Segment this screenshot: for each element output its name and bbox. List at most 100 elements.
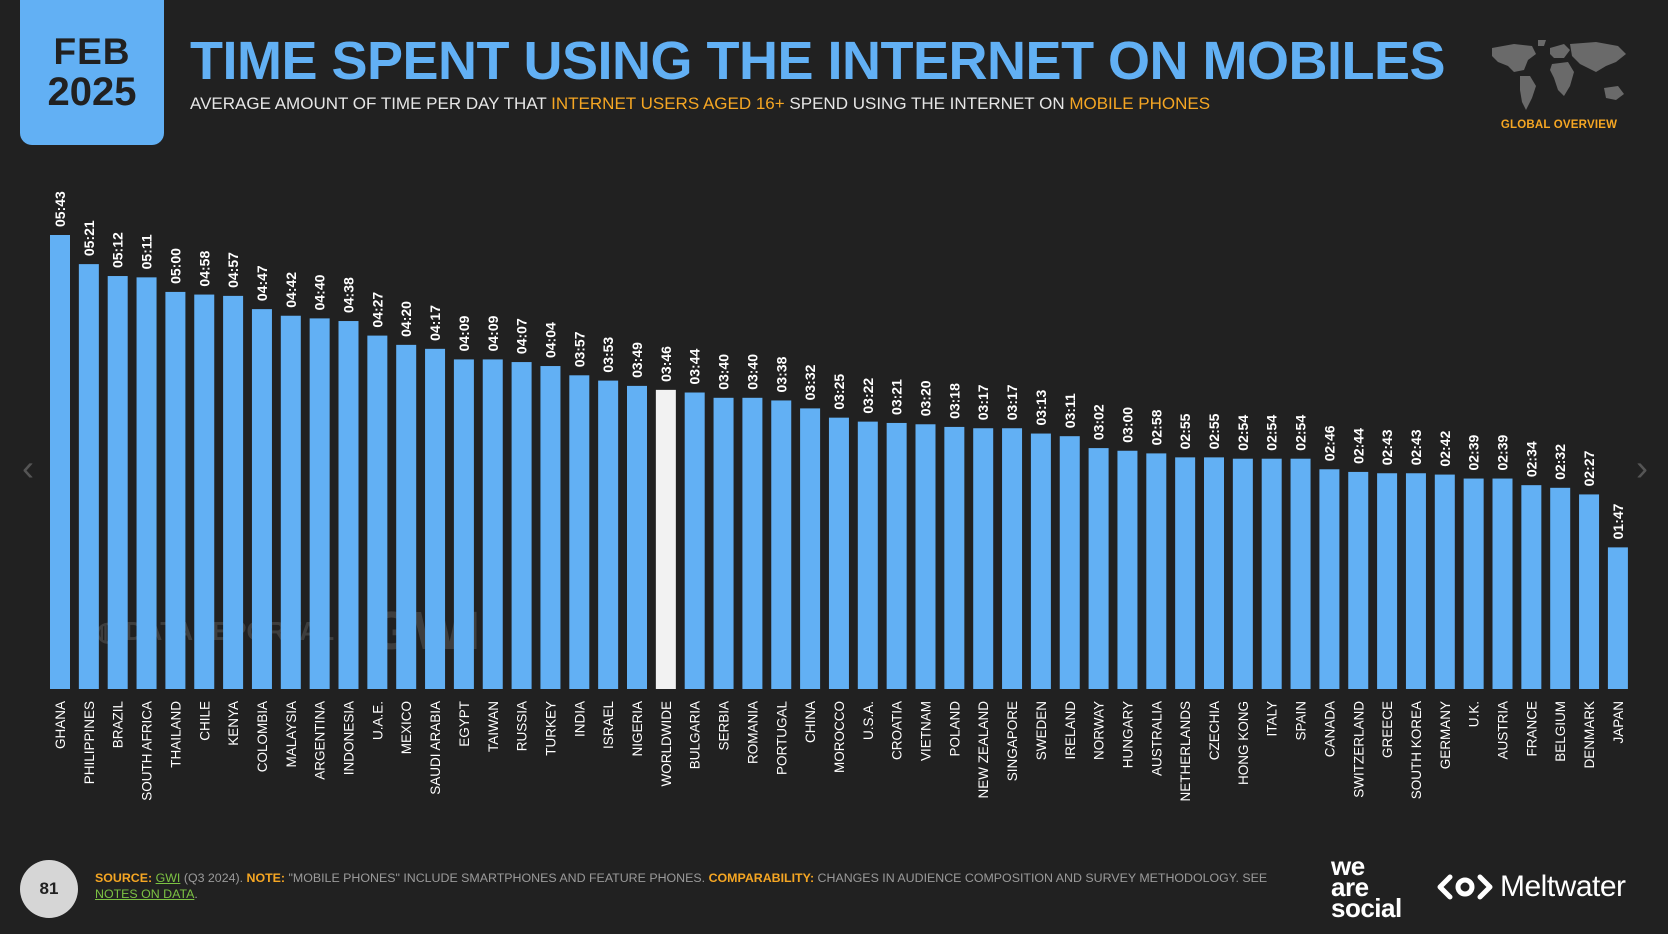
- bar-hungary: [1117, 450, 1138, 689]
- category-label: GREECE: [1380, 701, 1395, 758]
- value-label: 02:54: [1235, 415, 1251, 451]
- value-label: 03:02: [1091, 404, 1107, 440]
- bar-spain: [1290, 458, 1311, 689]
- bar-germany: [1434, 474, 1455, 689]
- value-label: 02:34: [1523, 441, 1539, 477]
- value-label: 02:55: [1206, 413, 1222, 449]
- category-label: EGYPT: [457, 701, 472, 747]
- logo-word-we: we: [1331, 851, 1365, 881]
- category-label: SPAIN: [1294, 701, 1309, 741]
- next-slide-arrow-icon[interactable]: ›: [1636, 447, 1648, 488]
- bar-u-k-: [1463, 478, 1484, 689]
- bar-vietnam: [915, 424, 936, 689]
- meltwater-mark-icon: [1437, 874, 1493, 900]
- bar-south-korea: [1405, 473, 1426, 689]
- value-label: 02:54: [1293, 415, 1309, 451]
- category-label: WORLDWIDE: [659, 701, 674, 787]
- value-label: 02:43: [1379, 429, 1395, 465]
- bar-russia: [511, 362, 532, 689]
- value-label: 05:00: [167, 248, 183, 284]
- bar-south-africa: [136, 277, 157, 689]
- category-label: U.K.: [1467, 701, 1482, 727]
- value-label: 05:12: [110, 232, 126, 268]
- category-label: ROMANIA: [745, 701, 760, 764]
- value-label: 03:53: [600, 337, 616, 373]
- category-label: GHANA: [53, 701, 68, 749]
- bar-singapore: [1002, 428, 1023, 689]
- bar-malaysia: [280, 315, 301, 689]
- value-label: 03:44: [687, 348, 703, 384]
- bar-denmark: [1579, 494, 1600, 689]
- value-label: 04:40: [312, 274, 328, 310]
- category-label: CZECHIA: [1207, 701, 1222, 760]
- bar-belgium: [1550, 487, 1571, 689]
- category-label: VIETNAM: [919, 701, 934, 761]
- value-label: 04:07: [514, 318, 530, 354]
- value-label: 02:54: [1264, 415, 1280, 451]
- category-label: SOUTH KOREA: [1409, 701, 1424, 799]
- value-label: 03:22: [860, 378, 876, 414]
- value-label: 04:09: [456, 315, 472, 351]
- category-label: PORTUGAL: [774, 701, 789, 776]
- bar-ghana: [50, 235, 70, 689]
- bar-chile: [194, 294, 215, 689]
- category-label: JAPAN: [1611, 701, 1626, 744]
- bar-norway: [1088, 448, 1109, 689]
- value-label: 03:00: [1119, 407, 1135, 443]
- bar-czechia: [1204, 457, 1224, 689]
- bar-morocco: [828, 417, 849, 689]
- value-label: 03:38: [773, 356, 789, 392]
- value-label: 02:46: [1321, 425, 1337, 461]
- bar-thailand: [165, 291, 186, 689]
- value-label: 03:17: [1004, 384, 1020, 420]
- date-year: 2025: [47, 70, 137, 114]
- bar-saudi-arabia: [425, 348, 446, 689]
- bar-poland: [944, 426, 965, 689]
- comparability-label: COMPARABILITY:: [708, 871, 815, 885]
- bar-switzerland: [1348, 471, 1369, 689]
- we-are-social-logo: we are social: [1331, 851, 1402, 921]
- source-period: (Q3 2024).: [180, 871, 247, 885]
- subtitle-highlight-1: INTERNET USERS AGED 16+: [551, 94, 785, 113]
- value-label: 03:40: [744, 354, 760, 390]
- bar-philippines: [78, 264, 99, 689]
- bar-australia: [1146, 453, 1167, 689]
- bar-egypt: [453, 359, 474, 689]
- bar-u-a-e-: [367, 335, 388, 689]
- category-label: MEXICO: [399, 701, 414, 754]
- category-label: AUSTRIA: [1496, 701, 1511, 760]
- previous-slide-arrow-icon[interactable]: ‹: [22, 447, 34, 488]
- source-label: SOURCE:: [95, 871, 153, 885]
- category-label: SERBIA: [717, 701, 732, 751]
- category-label: SWEDEN: [1034, 701, 1049, 760]
- value-label: 02:39: [1495, 435, 1511, 471]
- page-number: 81: [20, 860, 78, 918]
- footer-note: SOURCE: GWI (Q3 2024). NOTE: "MOBILE PHO…: [95, 870, 1285, 902]
- bar-hong-kong: [1232, 458, 1253, 689]
- category-label: INDONESIA: [342, 701, 357, 775]
- value-label: 03:57: [571, 331, 587, 367]
- value-label: 03:18: [946, 383, 962, 419]
- value-label: 04:17: [427, 305, 443, 341]
- bar-nigeria: [627, 385, 647, 689]
- category-label: HUNGARY: [1120, 701, 1135, 768]
- category-label: ITALY: [1265, 701, 1280, 737]
- bar-netherlands: [1175, 457, 1196, 689]
- bar-new-zealand: [973, 428, 994, 689]
- category-label: INDIA: [572, 701, 587, 737]
- source-link[interactable]: GWI: [155, 871, 181, 885]
- date-badge: FEB 2025: [20, 0, 164, 145]
- category-label: SOUTH AFRICA: [140, 701, 155, 801]
- category-label: PHILIPPINES: [82, 701, 97, 784]
- bar-japan: [1607, 547, 1628, 689]
- note-text: "MOBILE PHONES" INCLUDE SMARTPHONES AND …: [285, 871, 709, 885]
- category-label: NEW ZEALAND: [976, 701, 991, 799]
- notes-on-data-link[interactable]: NOTES ON DATA: [95, 887, 195, 901]
- value-label: 05:11: [139, 234, 155, 269]
- value-label: 02:55: [1177, 413, 1193, 449]
- bar-austria: [1492, 478, 1513, 689]
- value-label: 03:11: [1062, 393, 1078, 428]
- value-label: 03:25: [831, 374, 847, 410]
- category-label: SWITZERLAND: [1351, 701, 1366, 798]
- value-label: 05:21: [81, 220, 97, 256]
